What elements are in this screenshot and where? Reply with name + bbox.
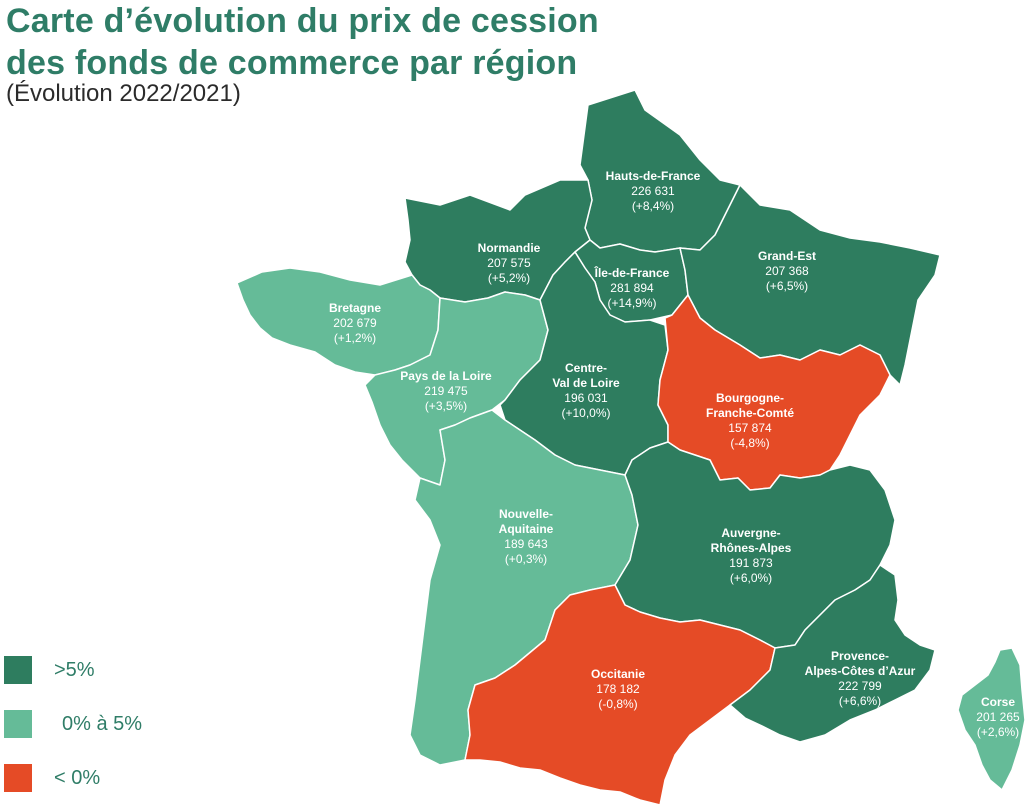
title-line-2: des fonds de commerce par région [6, 44, 578, 82]
label-corse: Corse 201 265 (+2,6%) [976, 695, 1020, 739]
region-labels: Hauts-de-France 226 631 (+8,4%) Normandie 20… [329, 169, 1020, 739]
map-title: Carte d’évolution du prix de cession des… [6, 0, 599, 84]
label-nouvelle-aquitaine: Nouvelle-Aquitaine 189 643 (+0,3%) [499, 507, 554, 566]
label-grand-est: Grand-Est 207 368 (+6,5%) [758, 249, 816, 293]
legend-item-neg: < 0% [4, 764, 100, 792]
label-bourgogne-franche-comte: Bourgogne-Franche-Comté 157 874 (-4,8%) [706, 391, 794, 450]
legend-label-neg: < 0% [54, 766, 101, 789]
label-centre-val-de-loire: Centre-Val de Loire 196 031 (+10,0%) [552, 361, 620, 420]
label-occitanie: Occitanie 178 182 (-0,8%) [591, 667, 645, 711]
label-auvergne-rhone-alpes: Auvergne-Rhônes-Alpes 191 873 (+6,0%) [711, 526, 792, 585]
legend-label-mid: 0% à 5% [62, 712, 143, 735]
label-hauts-de-france: Hauts-de-France 226 631 (+8,4%) [606, 169, 701, 213]
label-paca: Provence-Alpes-Côtes d’Azur 222 799 (+6,6%… [805, 649, 916, 708]
label-ile-de-france: Île-de-France 281 894 (+14,9%) [594, 265, 670, 310]
legend-label-high: >5% [54, 658, 95, 681]
region-paca [729, 564, 936, 743]
map-subtitle: (Évolution 2022/2021) [6, 80, 241, 107]
legend-item-high: >5% [4, 656, 95, 684]
legend-swatch-mid [4, 710, 32, 738]
title-line-1: Carte d’évolution du prix de cession [6, 2, 599, 40]
legend-item-mid: 0% à 5% [4, 710, 142, 738]
legend-swatch-neg [4, 764, 32, 792]
label-pays-de-la-loire: Pays de la Loire 219 475 (+3,5%) [400, 369, 492, 413]
label-bretagne: Bretagne 202 679 (+1,2%) [329, 301, 381, 345]
legend-swatch-high [4, 656, 32, 684]
region-corse [957, 647, 1026, 791]
label-normandie: Normandie 207 575 (+5,2%) [478, 241, 541, 285]
